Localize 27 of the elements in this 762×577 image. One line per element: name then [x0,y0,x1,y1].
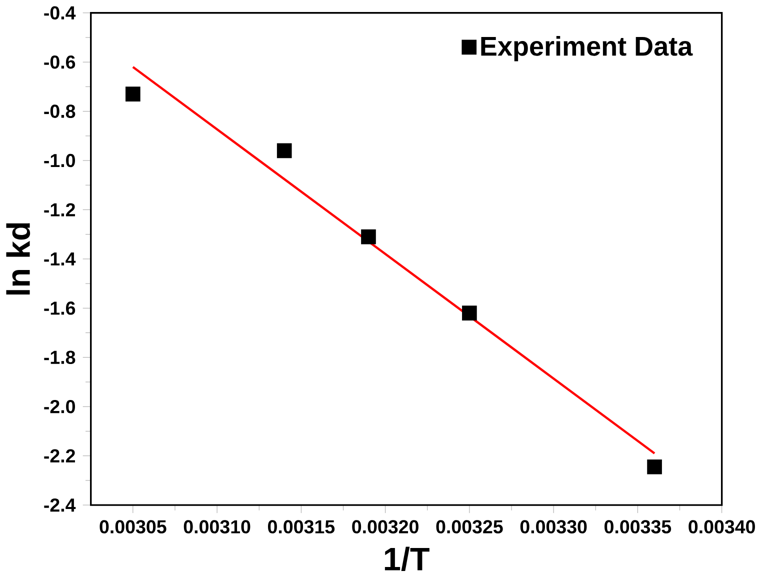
y-tick-label: -1.0 [44,154,75,168]
y-tick-label: -2.4 [44,498,76,512]
legend-label: Experiment Data [481,36,693,62]
point [462,306,477,320]
y-tick-label: -2.0 [44,400,75,414]
y-tick-label: -1.6 [44,301,76,315]
y-tick-label: -0.4 [44,6,76,20]
x-tick-label: 0.00305 [100,520,166,534]
x-tick-label: 0.00310 [184,520,250,534]
point [647,459,662,474]
x-tick-label: 0.00330 [520,520,587,534]
x-tick-label: 0.00335 [604,520,672,534]
x-tick-label: 0.00320 [352,520,418,534]
point [126,86,140,102]
y-tick-label: -1.4 [44,252,76,266]
y-tick-label: -1.2 [44,203,75,216]
y-tick-label: -1.8 [44,350,76,364]
x-tick-label: 0.00315 [268,520,335,534]
y-axis-title: ln kd [6,223,30,294]
point [361,229,376,244]
point [276,143,292,158]
x-tick-label: 0.00340 [688,520,755,534]
y-tick-label: -0.8 [44,104,76,118]
x-tick-label: 0.00325 [436,520,503,534]
y-tick-label: -0.6 [44,55,76,69]
y-tick-label: -2.2 [44,449,75,462]
x-axis-title: 1/T [384,546,430,571]
